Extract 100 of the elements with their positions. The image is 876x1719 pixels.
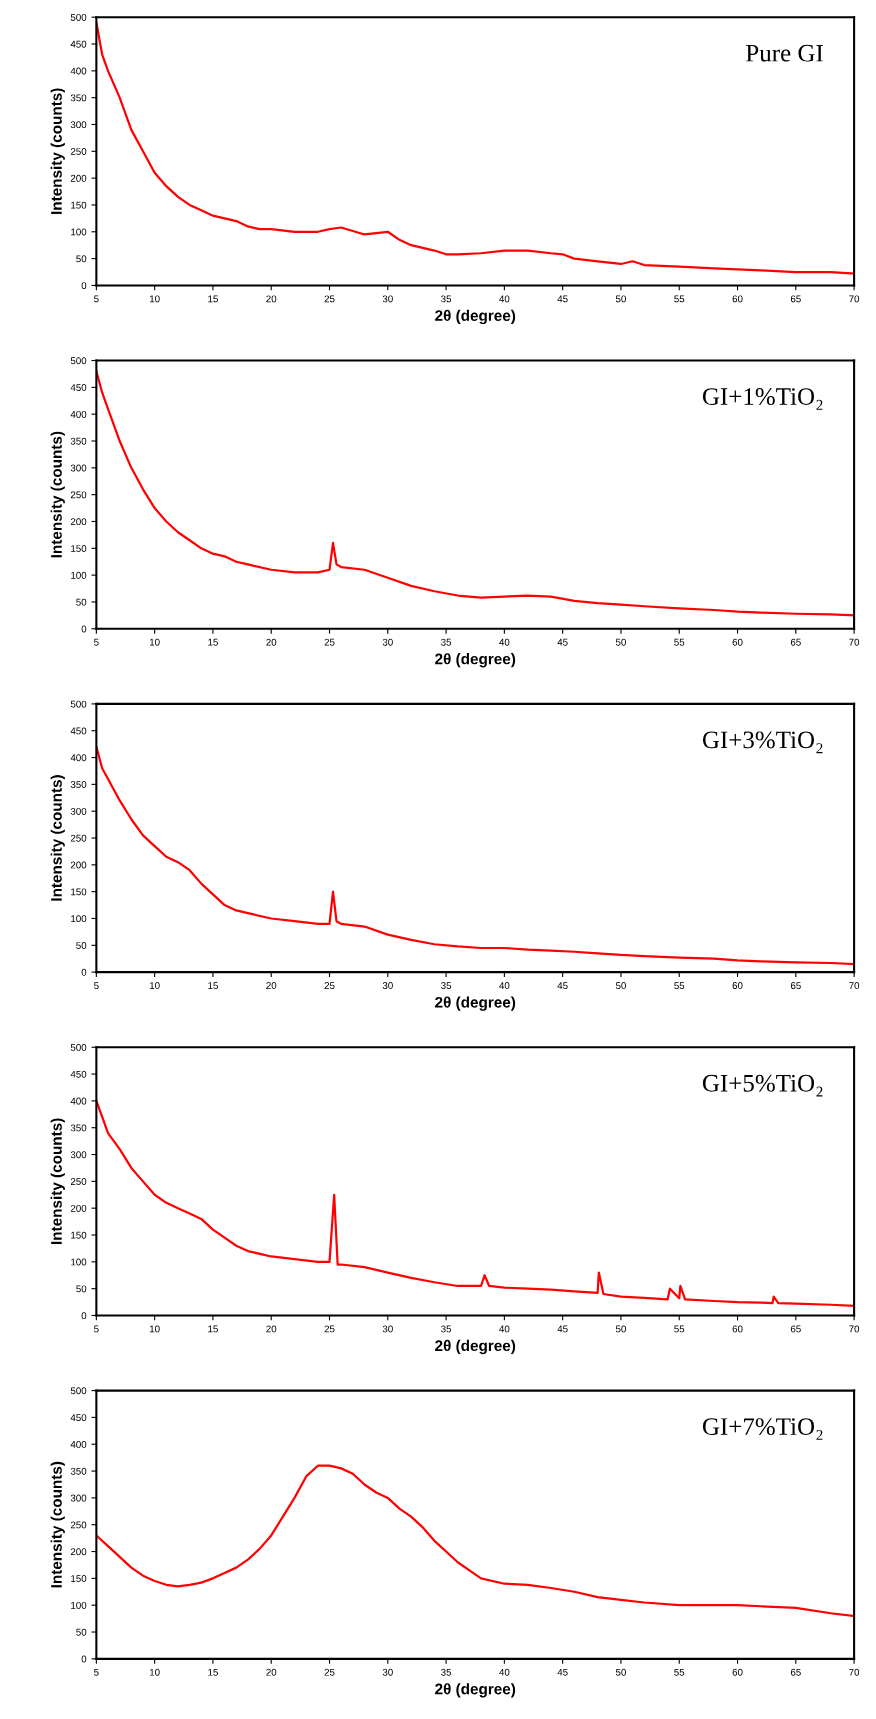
y-axis-title: Intensity (counts) [50, 775, 65, 901]
x-tick-label: 25 [324, 295, 335, 303]
x-tick-label: 20 [266, 1325, 277, 1333]
y-tick-label: 100 [71, 571, 87, 579]
y-tick-label: 50 [76, 1628, 87, 1636]
x-tick-label: 45 [557, 1668, 568, 1676]
x-tick-label: 15 [208, 1668, 218, 1676]
x-tick-label: 55 [674, 1668, 685, 1676]
y-tick-label: 50 [76, 255, 87, 263]
y-tick-label: 50 [76, 1285, 87, 1293]
x-tick-label: 55 [674, 638, 685, 646]
line-series [96, 21, 855, 275]
x-tick-label: 40 [499, 638, 510, 646]
y-tick-label: 100 [71, 1601, 87, 1609]
x-tick-label: 45 [557, 1325, 568, 1333]
y-tick-label: 500 [70, 1387, 87, 1395]
x-tick-label: 35 [441, 982, 452, 989]
x-tick-label: 70 [849, 982, 860, 989]
y-tick-label: 450 [70, 727, 87, 735]
x-tick-label: 45 [557, 638, 568, 646]
x-tick-label: 60 [732, 1668, 743, 1676]
x-tick-label: 20 [266, 295, 277, 303]
y-tick-label: 250 [70, 1521, 87, 1529]
x-axis-title: 2θ (degree) [435, 1339, 516, 1355]
x-tick-label: 60 [732, 295, 743, 303]
x-tick-label: 30 [382, 1668, 393, 1676]
y-tick-label: 350 [70, 1124, 87, 1132]
x-tick-label: 65 [790, 295, 801, 303]
y-tick-label: 500 [70, 1043, 87, 1051]
y-tick-label: 250 [70, 491, 87, 499]
y-tick-label: 300 [70, 1151, 87, 1159]
y-tick-label: 400 [70, 67, 87, 75]
y-tick-label: 150 [71, 1231, 87, 1239]
x-tick-label: 5 [94, 982, 99, 989]
line-series [96, 1464, 855, 1618]
line-series [96, 370, 855, 617]
y-tick-label: 400 [70, 1097, 87, 1105]
y-tick-label: 100 [71, 228, 87, 236]
x-tick-label: 70 [849, 638, 860, 646]
y-tick-label: 200 [70, 1548, 87, 1556]
y-tick-label: 300 [70, 121, 87, 129]
x-tick-label: 5 [94, 1325, 99, 1333]
x-tick-label: 30 [382, 638, 393, 646]
y-tick-label: 350 [70, 437, 87, 445]
x-tick-label: 40 [499, 1668, 510, 1676]
x-tick-label: 5 [94, 638, 99, 646]
x-tick-label: 35 [441, 638, 452, 646]
x-tick-label: 55 [674, 1325, 685, 1333]
x-tick-label: 50 [615, 1325, 626, 1333]
y-tick-label: 300 [70, 1494, 87, 1502]
x-tick-label: 60 [732, 982, 743, 989]
y-tick-label: 350 [70, 1467, 87, 1475]
y-tick-label: 150 [71, 201, 87, 209]
y-axis-title: Intensity (counts) [50, 431, 65, 558]
x-tick-label: 20 [266, 638, 277, 646]
x-tick-label: 25 [324, 638, 335, 646]
x-tick-label: 15 [208, 295, 218, 303]
y-tick-label: 500 [70, 13, 87, 21]
x-tick-label: 5 [94, 295, 99, 303]
x-tick-label: 35 [441, 1668, 452, 1676]
y-tick-label: 200 [70, 861, 87, 869]
y-tick-label: 0 [81, 968, 87, 976]
x-tick-label: 70 [849, 295, 860, 303]
y-tick-label: 400 [70, 410, 87, 418]
line-series [96, 1099, 855, 1307]
y-tick-label: 150 [71, 545, 87, 552]
text: GI+1%TiO₂ [702, 388, 823, 410]
y-tick-label: 400 [70, 754, 87, 762]
text: GI+5%TiO₂ [702, 1074, 823, 1097]
x-tick-label: 65 [790, 638, 801, 646]
y-tick-label: 450 [70, 1070, 87, 1078]
y-tick-label: 350 [70, 781, 87, 788]
x-tick-label: 55 [674, 295, 685, 303]
x-tick-label: 10 [149, 638, 160, 646]
x-tick-label: 55 [674, 982, 685, 989]
x-tick-label: 65 [790, 982, 801, 989]
text: GI+3%TiO₂ [702, 731, 823, 754]
y-tick-label: 500 [70, 700, 87, 708]
y-tick-label: 450 [70, 40, 87, 48]
x-tick-label: 70 [849, 1325, 860, 1333]
x-tick-label: 30 [382, 982, 393, 989]
y-axis-title: Intensity (counts) [50, 1118, 65, 1244]
y-tick-label: 450 [70, 384, 87, 391]
x-tick-label: 65 [790, 1668, 801, 1676]
text: Pure GI [746, 44, 823, 62]
x-tick-label: 15 [208, 982, 218, 989]
x-tick-label: 50 [615, 982, 626, 989]
y-tick-label: 100 [71, 915, 87, 923]
x-tick-label: 10 [149, 1668, 160, 1676]
x-tick-label: 45 [557, 295, 568, 303]
y-tick-label: 50 [76, 942, 87, 949]
x-tick-label: 10 [149, 295, 160, 303]
x-tick-label: 35 [441, 295, 452, 303]
y-tick-label: 200 [70, 174, 87, 182]
y-tick-label: 400 [70, 1440, 87, 1448]
x-tick-label: 30 [382, 295, 393, 303]
y-tick-label: 200 [70, 1204, 87, 1212]
text: GI+7%TiO₂ [702, 1418, 823, 1440]
x-tick-label: 60 [732, 1325, 743, 1333]
x-tick-label: 70 [849, 1668, 860, 1676]
